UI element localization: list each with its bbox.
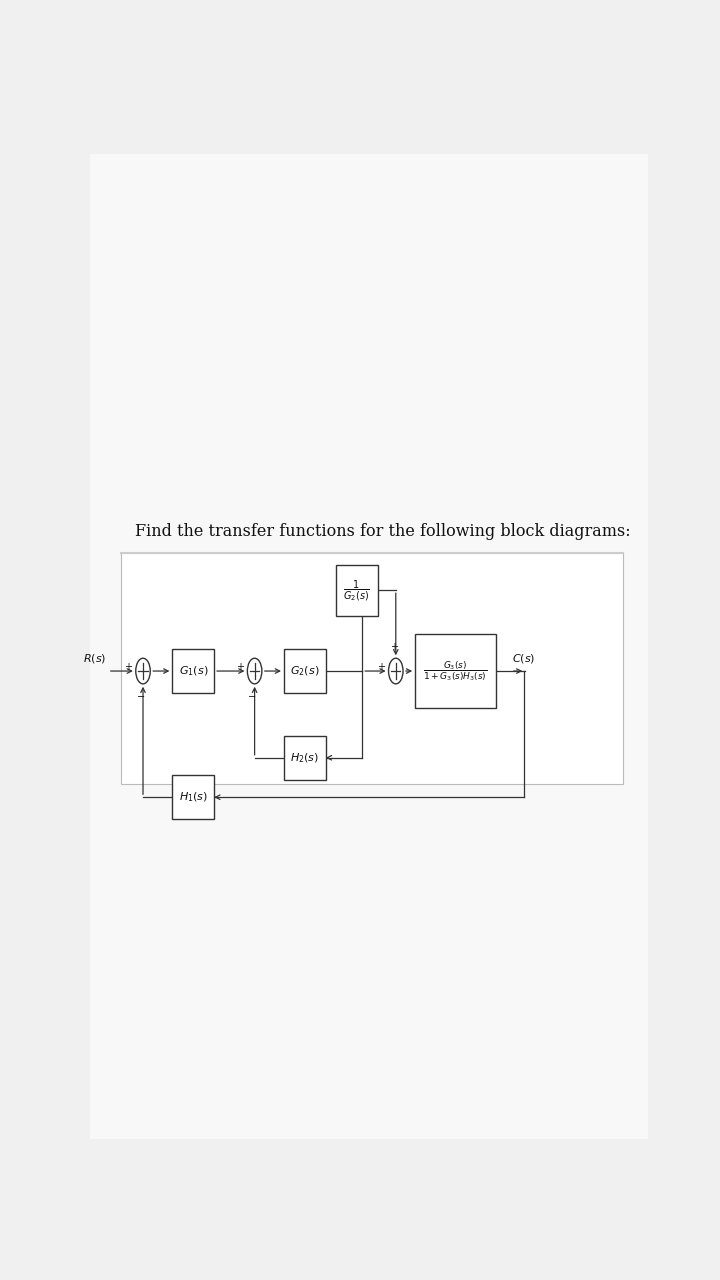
Text: $G_1(s)$: $G_1(s)$ (179, 664, 208, 678)
Text: Find the transfer functions for the following block diagrams:: Find the transfer functions for the foll… (135, 524, 630, 540)
Text: −: − (137, 691, 145, 701)
Text: $H_2(s)$: $H_2(s)$ (290, 751, 320, 764)
Bar (284, 736, 325, 780)
Bar (172, 649, 214, 694)
Bar (121, 553, 623, 785)
Text: $\dfrac{1}{G_2(s)}$: $\dfrac{1}{G_2(s)}$ (343, 577, 370, 603)
Circle shape (248, 658, 262, 684)
Text: $C(s)$: $C(s)$ (513, 652, 536, 666)
Text: +: + (236, 662, 244, 672)
Text: −: − (248, 691, 256, 701)
Bar (284, 649, 325, 694)
Text: +: + (125, 662, 132, 672)
Circle shape (389, 658, 403, 684)
Text: $G_2(s)$: $G_2(s)$ (290, 664, 320, 678)
Bar (172, 774, 214, 819)
Text: $H_1(s)$: $H_1(s)$ (179, 790, 208, 804)
Text: $\dfrac{G_3(s)}{1+G_3(s)H_3(s)}$: $\dfrac{G_3(s)}{1+G_3(s)H_3(s)}$ (423, 659, 487, 684)
Text: $R(s)$: $R(s)$ (84, 652, 107, 666)
Bar (336, 564, 378, 616)
Text: +: + (377, 662, 385, 672)
Circle shape (136, 658, 150, 684)
Text: +: + (390, 643, 397, 653)
Bar (415, 634, 496, 708)
